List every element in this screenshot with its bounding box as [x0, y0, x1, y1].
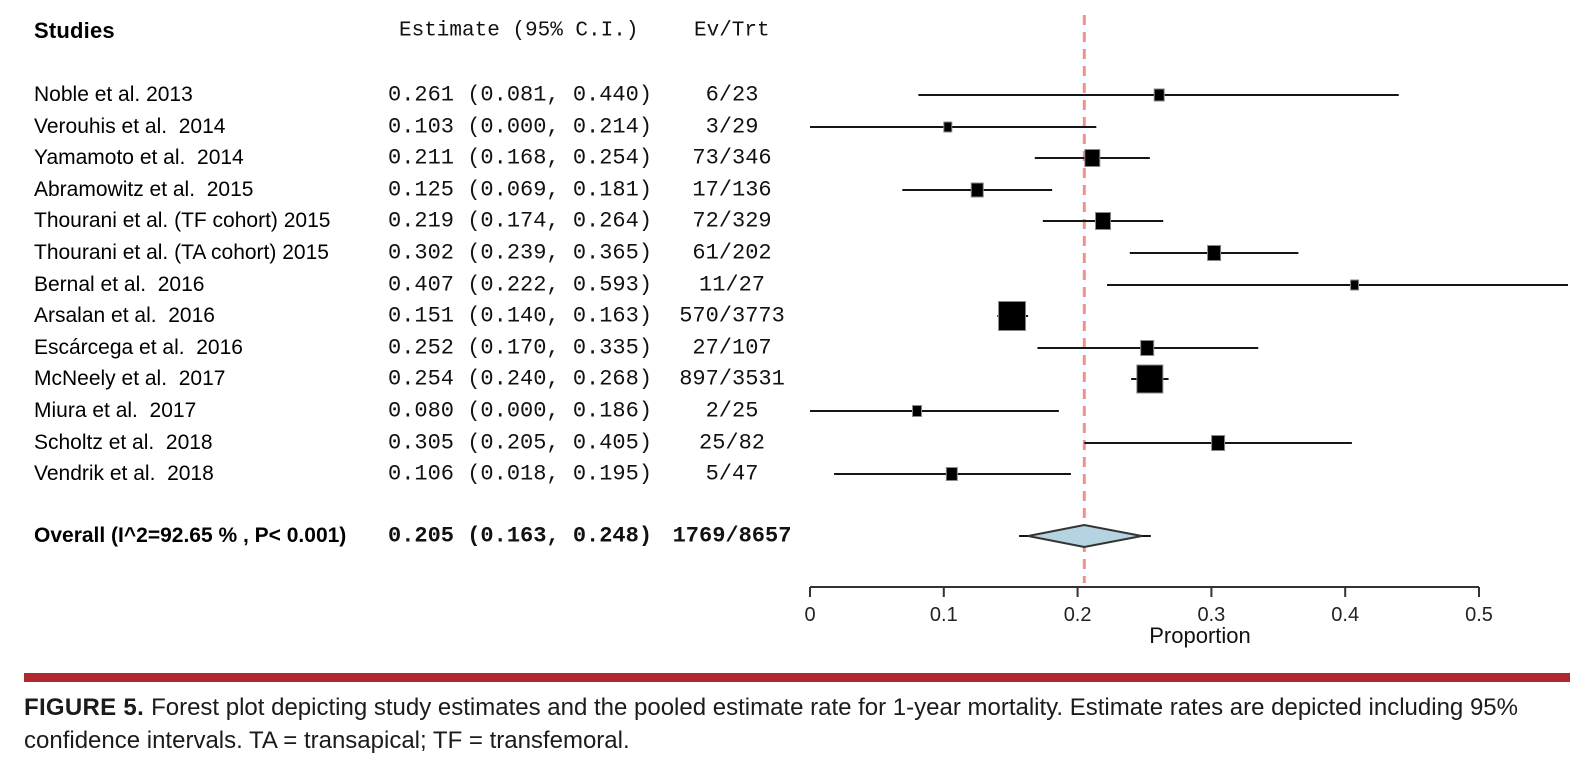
estimate-marker	[1207, 245, 1222, 261]
x-axis-tick-label: 0.4	[1331, 604, 1359, 626]
estimate-marker	[1084, 149, 1101, 167]
study-estimate-text: 0.211 (0.168, 0.254)	[388, 145, 653, 171]
study-ev-trt: 5/47	[705, 461, 759, 487]
study-name: Vendrik et al. 2018	[34, 462, 214, 485]
x-axis-tick-label: 0	[804, 604, 815, 626]
estimate-marker	[970, 182, 984, 198]
overall-ev-trt: 1769/8657	[672, 523, 792, 549]
study-estimate-text: 0.151 (0.140, 0.163)	[388, 303, 653, 329]
study-estimate-text: 0.261 (0.081, 0.440)	[388, 82, 653, 108]
study-ev-trt: 3/29	[705, 114, 759, 140]
study-ev-trt: 2/25	[705, 398, 759, 424]
column-header-studies: Studies	[34, 18, 115, 43]
figure-caption-tag: FIGURE 5.	[24, 694, 145, 721]
study-ev-trt: 17/136	[692, 177, 772, 203]
study-name: Scholtz et al. 2018	[34, 431, 213, 454]
study-ev-trt: 6/23	[705, 82, 759, 108]
x-axis-tick-label: 0.2	[1064, 604, 1092, 626]
study-estimate-text: 0.219 (0.174, 0.264)	[388, 208, 653, 234]
estimate-marker	[943, 121, 953, 133]
estimate-marker	[998, 301, 1027, 331]
study-name: Yamamoto et al. 2014	[34, 146, 244, 169]
study-name: Noble et al. 2013	[34, 83, 193, 106]
overall-estimate-text: 0.205 (0.163, 0.248)	[388, 523, 653, 549]
study-ev-trt: 72/329	[692, 208, 772, 234]
study-ev-trt: 27/107	[692, 335, 772, 361]
study-name: Verouhis et al. 2014	[34, 115, 226, 138]
study-estimate-text: 0.103 (0.000, 0.214)	[388, 114, 653, 140]
estimate-marker	[1153, 88, 1165, 102]
study-estimate-text: 0.407 (0.222, 0.593)	[388, 272, 653, 298]
x-axis-tick-label: 0.5	[1465, 604, 1493, 626]
estimate-marker	[912, 405, 923, 417]
study-estimate-text: 0.080 (0.000, 0.186)	[388, 398, 653, 424]
study-estimate-text: 0.106 (0.018, 0.195)	[388, 461, 653, 487]
x-axis-title: Proportion	[1149, 623, 1251, 648]
overall-diamond	[1027, 523, 1143, 549]
study-estimate-text: 0.305 (0.205, 0.405)	[388, 430, 653, 456]
section-rule	[24, 673, 1570, 682]
study-name: Escárcega et al. 2016	[34, 336, 243, 359]
column-header-estimate: Estimate (95% C.I.)	[399, 19, 639, 43]
study-estimate-text: 0.252 (0.170, 0.335)	[388, 335, 653, 361]
study-ev-trt: 11/27	[698, 272, 766, 298]
study-estimate-text: 0.302 (0.239, 0.365)	[388, 240, 653, 266]
x-axis-tick-label: 0.1	[930, 604, 958, 626]
estimate-marker	[1095, 212, 1112, 230]
column-header-ev-trt: Ev/Trt	[694, 19, 770, 43]
study-ev-trt: 73/346	[692, 145, 772, 171]
study-ev-trt: 570/3773	[679, 303, 785, 329]
estimate-marker	[1136, 364, 1164, 394]
study-name: McNeely et al. 2017	[34, 367, 226, 390]
study-ev-trt: 61/202	[692, 240, 772, 266]
study-estimate-text: 0.254 (0.240, 0.268)	[388, 366, 653, 392]
study-name: Thourani et al. (TA cohort) 2015	[34, 241, 329, 264]
estimate-marker	[945, 467, 958, 481]
estimate-marker	[1140, 340, 1155, 356]
study-ev-trt: 897/3531	[679, 366, 785, 392]
study-ev-trt: 25/82	[698, 430, 766, 456]
study-name: Arsalan et al. 2016	[34, 304, 215, 327]
overall-label: Overall (I^2=92.65 % , P< 0.001)	[34, 524, 347, 547]
figure-caption-body: Forest plot depicting study estimates an…	[24, 694, 1518, 754]
study-name: Thourani et al. (TF cohort) 2015	[34, 209, 331, 232]
study-name: Miura et al. 2017	[34, 399, 197, 422]
study-name: Abramowitz et al. 2015	[34, 178, 254, 201]
estimate-marker	[1350, 279, 1360, 291]
study-estimate-text: 0.125 (0.069, 0.181)	[388, 177, 653, 203]
estimate-marker	[1211, 435, 1226, 451]
study-name: Bernal et al. 2016	[34, 273, 205, 296]
figure-caption: FIGURE 5. Forest plot depicting study est…	[24, 691, 1578, 757]
